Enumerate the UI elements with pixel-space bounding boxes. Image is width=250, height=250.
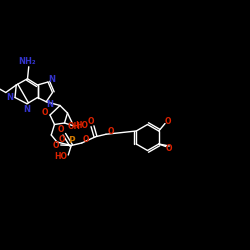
Text: OH: OH (68, 122, 81, 131)
Text: P: P (68, 136, 75, 145)
Text: N: N (46, 100, 54, 109)
Text: O: O (165, 117, 171, 126)
Text: NH₂: NH₂ (19, 57, 36, 66)
Text: O: O (83, 136, 89, 144)
Text: N: N (48, 75, 55, 84)
Text: O: O (58, 136, 65, 144)
Text: HO: HO (75, 122, 88, 130)
Text: O: O (58, 125, 64, 134)
Text: O: O (107, 127, 114, 136)
Text: O: O (87, 117, 94, 126)
Text: O: O (53, 140, 60, 149)
Text: O: O (166, 144, 172, 153)
Text: N: N (24, 105, 30, 114)
Text: N: N (6, 93, 13, 102)
Text: HO: HO (54, 152, 67, 161)
Text: O: O (41, 108, 48, 117)
